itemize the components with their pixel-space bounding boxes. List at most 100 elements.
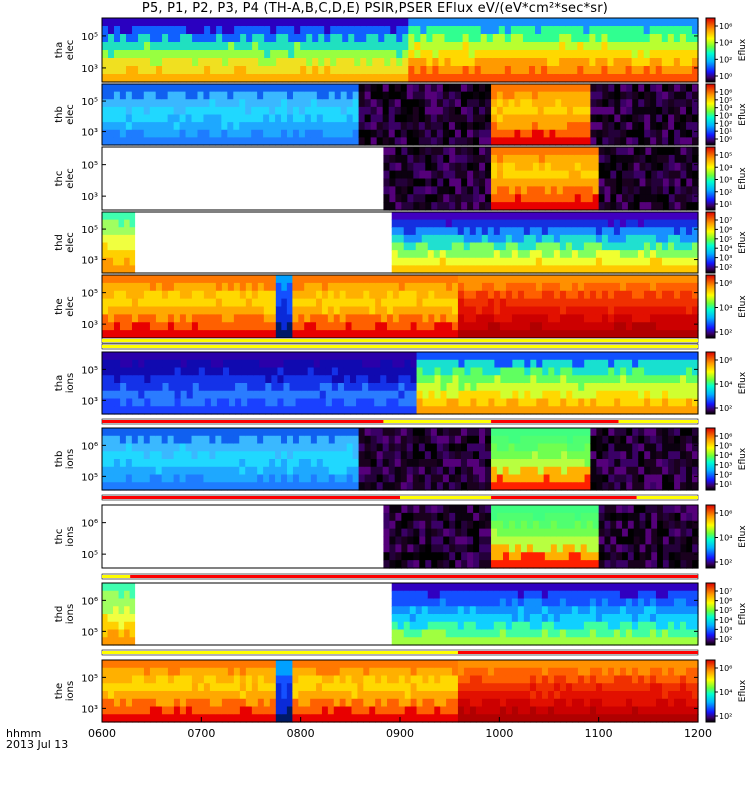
time-tick-label: 0600 [88,727,116,740]
colorbar-label: Eflux [738,103,748,126]
status-bar [102,338,698,343]
probe-label: thdions [54,604,76,624]
colorbar-label: Eflux [738,679,748,702]
status-bar [102,419,698,424]
colorbar-label: Eflux [738,371,748,394]
colorbar-tick-label: 10⁴ [719,380,732,389]
heatmap-region [359,84,492,146]
colorbar [706,18,715,82]
status-bar-segment [491,496,637,499]
status-bar-segment [619,420,698,423]
probe-label: thaions [54,373,76,393]
time-tick-label: 0700 [187,727,215,740]
colorbar-tick-label: 10⁴ [719,451,732,460]
colorbar-tick-label: 10² [719,188,732,197]
heatmap-region [392,583,699,646]
colorbar-tick-label: 10⁴ [719,39,732,48]
heatmap-region [102,275,276,339]
colorbar-tick-label: 10⁶ [719,664,732,673]
heatmap-region [102,352,417,415]
colorbar-tick-label: 10² [719,558,732,567]
y-tick-label: 10⁵ [81,32,98,43]
y-tick-label: 10⁵ [81,673,98,684]
colorbar-label: Eflux [738,167,748,190]
colorbar-label: Eflux [738,295,748,318]
heatmap-region [458,275,699,339]
no-data-region [102,505,383,568]
colorbar-tick-label: 10² [719,263,732,272]
colorbar-label: Eflux [738,231,748,254]
heatmap-region [359,428,492,491]
status-bar [102,344,698,349]
probe-label: thbelec [54,104,76,125]
no-data-region [135,212,392,273]
colorbar-tick-label: 10⁴ [719,688,732,697]
heatmap-region [102,18,409,83]
heatmap-region [599,505,699,569]
colorbar-tick-label: 10¹ [719,200,732,209]
colorbar-tick-label: 10⁵ [719,442,732,451]
colorbar [706,275,715,338]
y-tick-label: 10⁵ [81,627,98,638]
colorbar-label: Eflux [738,602,748,625]
colorbar-tick-label: 10³ [719,461,732,470]
heatmap-region [491,84,591,146]
status-bar-segment [102,339,698,342]
colorbar-tick-label: 10⁶ [719,356,732,365]
colorbar-tick-label: 10⁴ [719,534,732,543]
status-bar [102,574,698,579]
time-tick-label: 1200 [684,727,712,740]
time-tick-label: 0900 [386,727,414,740]
heatmap-region [392,212,699,274]
probe-label: thdelec [54,232,76,253]
heatmap-region [383,147,491,211]
heatmap-region [102,84,359,146]
colorbar-tick-label: 10⁶ [719,225,732,234]
date-label: 2013 Jul 13 [6,738,68,751]
y-tick-label: 10³ [81,396,98,407]
probe-label: thcelec [54,168,76,189]
colorbar [706,428,715,490]
status-bar-segment [130,575,698,578]
status-bar-segment [637,496,698,499]
colorbar-tick-label: 10⁵ [719,235,732,244]
status-bar-segment [400,496,491,499]
time-tick-label: 0800 [287,727,315,740]
probe-label: theelec [54,296,76,317]
status-bar-segment [491,420,618,423]
heatmap-region [491,147,599,211]
heatmap-region [408,18,698,83]
colorbar-tick-label: 10³ [719,176,732,185]
heatmap-region [491,505,599,569]
probe-label: thbions [54,449,76,469]
colorbar [706,212,715,273]
colorbar [706,352,715,414]
colorbar-label: Eflux [738,447,748,470]
y-tick-label: 10⁵ [81,225,98,236]
colorbar-tick-label: 10² [719,470,732,479]
colorbar-tick-label: 10⁶ [719,509,732,518]
y-tick-label: 10⁵ [81,365,98,376]
heatmap-region [458,660,699,723]
heatmap-region [292,660,458,723]
colorbar-tick-label: 10⁴ [719,616,732,625]
time-tick-label: 1100 [585,727,613,740]
colorbar-tick-label: 10² [719,55,732,64]
status-bar [102,650,698,655]
colorbar-tick-label: 10⁰ [719,135,732,144]
y-tick-label: 10⁵ [81,97,98,108]
colorbar-tick-label: 10⁵ [719,151,732,160]
probe-label: thaelec [54,40,76,61]
colorbar-tick-label: 10⁶ [719,432,732,441]
colorbar-tick-label: 10² [719,404,732,413]
colorbar-tick-label: 10³ [719,254,732,263]
